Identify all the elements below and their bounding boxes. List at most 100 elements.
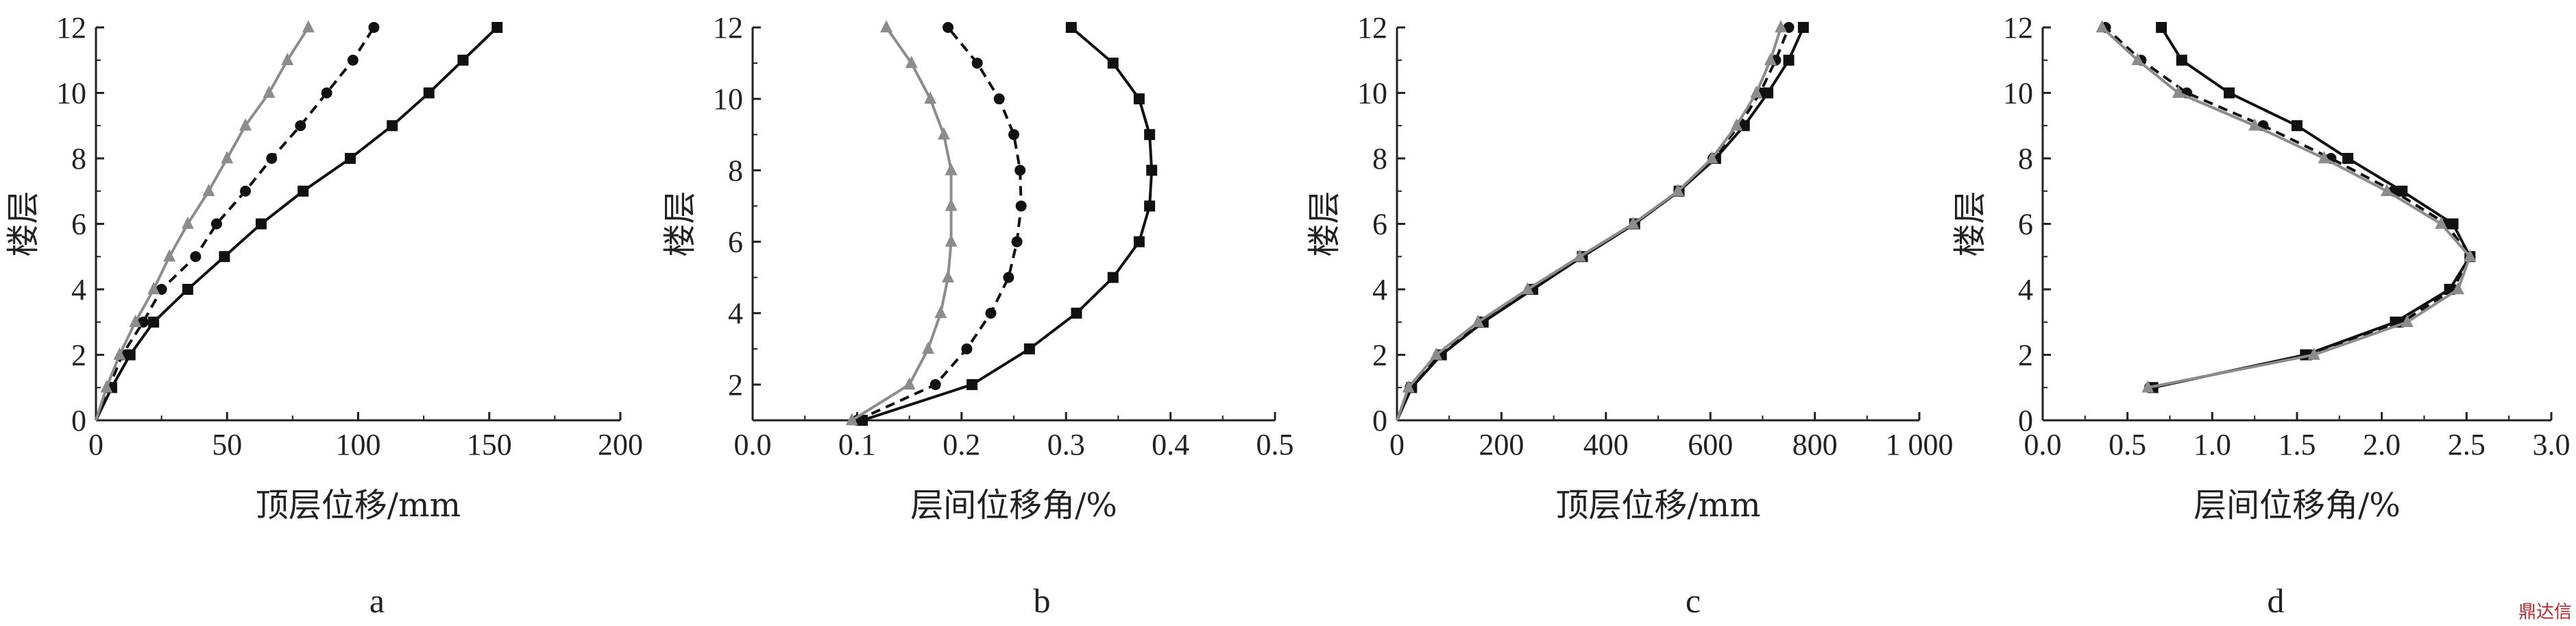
x-tick-label: 0.5 xyxy=(1256,428,1294,461)
y-tick-label: 0 xyxy=(2018,404,2033,437)
x-tick-label: 0.1 xyxy=(838,428,876,461)
x-tick-label: 2.0 xyxy=(2363,428,2401,461)
data-point-triangle xyxy=(263,85,276,98)
data-point-triangle xyxy=(924,91,937,104)
data-point-circle xyxy=(321,87,332,99)
panel-label: c xyxy=(1686,581,1701,620)
data-point-triangle xyxy=(1705,151,1718,164)
x-tick-label: 1.0 xyxy=(2194,428,2231,461)
y-tick-label: 2 xyxy=(2018,339,2033,372)
series-line xyxy=(1396,27,1782,421)
y-axis-label: 楼层 xyxy=(4,191,42,256)
y-tick-label: 4 xyxy=(2018,273,2033,306)
y-tick-label: 6 xyxy=(1372,208,1387,241)
data-point-square xyxy=(967,378,978,390)
series-square xyxy=(2147,22,2476,394)
data-point-square xyxy=(2292,120,2302,132)
data-point-square xyxy=(219,251,230,263)
y-tick-label: 6 xyxy=(728,226,743,259)
data-point-square xyxy=(2224,87,2235,99)
chart-panel-b: 0.0 0.1 0.2 0.3 0.4 0.5 2 4 6 8 10 12 层间位移角/% 楼层 b xyxy=(661,11,1294,620)
x-tick-label: 0.4 xyxy=(1152,428,1189,461)
y-tick-label: 12 xyxy=(1357,11,1387,45)
x-tick-label: 2.5 xyxy=(2448,428,2486,461)
x-tick-label: 0.0 xyxy=(2024,428,2062,461)
data-point-triangle xyxy=(1521,282,1534,295)
data-point-triangle xyxy=(2141,380,2154,393)
x-tick-label: 100 xyxy=(336,428,381,461)
data-point-triangle xyxy=(2318,151,2331,164)
y-tick-label: 6 xyxy=(2018,208,2033,241)
series-square xyxy=(857,22,1158,426)
y-axis-label: 楼层 xyxy=(661,191,699,256)
data-point-triangle xyxy=(2095,20,2109,33)
x-tick-label: 400 xyxy=(1583,428,1629,461)
data-point-square xyxy=(124,349,136,361)
series-line xyxy=(1396,27,1790,421)
data-point-triangle xyxy=(1730,118,1743,131)
data-point-triangle xyxy=(100,380,113,393)
x-tick-label: 3.0 xyxy=(2533,428,2571,461)
data-point-circle xyxy=(210,218,222,230)
data-point-triangle xyxy=(941,269,954,282)
data-point-square xyxy=(1133,93,1145,105)
data-point-triangle xyxy=(1627,216,1640,229)
x-tick-label: 50 xyxy=(212,428,242,461)
series-square xyxy=(95,22,503,421)
x-tick-label: 0.2 xyxy=(943,428,980,461)
data-point-circle xyxy=(942,22,953,33)
series-line xyxy=(2101,26,2472,389)
data-point-square xyxy=(491,22,503,33)
data-point-circle xyxy=(240,185,252,197)
data-point-square xyxy=(1146,165,1158,176)
data-point-triangle xyxy=(2248,118,2261,131)
y-tick-label: 0 xyxy=(71,404,86,437)
y-tick-label: 8 xyxy=(1372,142,1387,176)
data-point-triangle xyxy=(113,347,126,360)
data-point-triangle xyxy=(147,282,160,295)
data-point-square xyxy=(1783,54,1795,66)
y-tick-label: 8 xyxy=(71,142,86,176)
watermark-logo: 鼎达信 xyxy=(2518,598,2572,623)
x-tick-label: 1 000 xyxy=(1886,428,1954,461)
data-point-square xyxy=(1133,236,1145,248)
data-point-circle xyxy=(1015,200,1027,212)
y-axis-label: 楼层 xyxy=(1305,191,1344,256)
data-point-circle xyxy=(1014,165,1026,176)
panel-label: d xyxy=(2268,581,2285,620)
data-point-square xyxy=(1762,87,1774,99)
data-point-triangle xyxy=(2464,249,2477,262)
data-point-triangle xyxy=(2451,282,2464,295)
series-line xyxy=(862,26,1154,422)
data-point-triangle xyxy=(2172,85,2185,98)
y-tick-label: 10 xyxy=(713,82,743,116)
x-tick-label: 0.3 xyxy=(1047,428,1085,461)
data-point-triangle xyxy=(1775,20,1788,33)
data-point-triangle xyxy=(181,216,194,229)
data-point-square xyxy=(387,120,398,132)
data-point-triangle xyxy=(903,377,916,390)
data-point-square xyxy=(1107,58,1119,69)
x-tick-label: 600 xyxy=(1688,428,1733,461)
y-tick-label: 4 xyxy=(71,273,86,306)
y-tick-label: 0 xyxy=(1372,404,1387,437)
data-point-square xyxy=(1144,200,1156,212)
data-point-square xyxy=(1144,129,1156,141)
chart-panel-c: 0 200 400 600 800 1 000 0 2 4 6 8 10 12 顶层位移/mm 楼层 c xyxy=(1305,11,1954,620)
x-tick-label: 1.5 xyxy=(2279,428,2316,461)
y-tick-label: 10 xyxy=(1357,77,1387,110)
y-axis-label: 楼层 xyxy=(1951,191,1989,256)
data-point-triangle xyxy=(2435,216,2448,229)
series-triangle xyxy=(1396,20,1788,421)
panel-label: a xyxy=(369,581,385,620)
series-triangle xyxy=(2095,20,2477,393)
y-tick-label: 4 xyxy=(728,297,743,330)
data-point-triangle xyxy=(945,162,958,176)
chart-panel-a: 0 50 100 150 200 0 2 4 6 8 10 12 顶层位移/mm 楼层 a xyxy=(4,11,643,620)
data-point-triangle xyxy=(2307,347,2320,360)
data-point-square xyxy=(2342,153,2354,164)
data-point-square xyxy=(2176,54,2187,66)
y-tick-label: 12 xyxy=(713,11,743,45)
data-point-square xyxy=(1107,272,1119,283)
